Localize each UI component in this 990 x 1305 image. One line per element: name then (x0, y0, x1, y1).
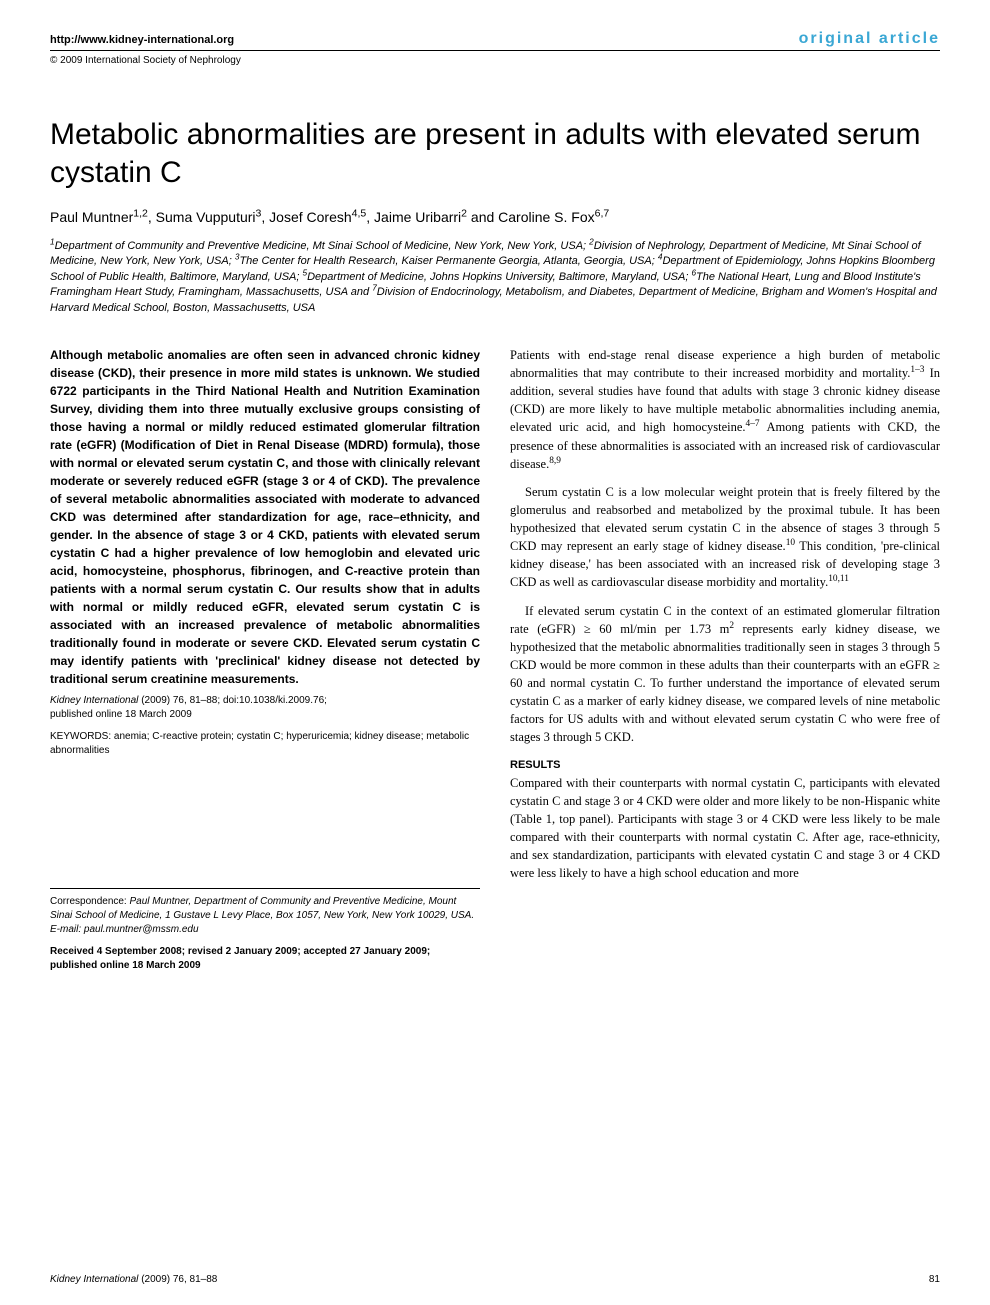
citation-pub-online: published online 18 March 2009 (50, 709, 192, 720)
page-footer: Kidney International (2009) 76, 81–88 81 (50, 1274, 940, 1285)
body-paragraph-3: If elevated serum cystatin C in the cont… (510, 602, 940, 747)
footer-journal: Kidney International (2009) 76, 81–88 (50, 1274, 217, 1285)
abstract-text: Although metabolic anomalies are often s… (50, 346, 480, 688)
citation-pages: 81–88; (190, 695, 221, 706)
copyright-line: © 2009 International Society of Nephrolo… (50, 55, 940, 66)
received-dates: Received 4 September 2008; revised 2 Jan… (50, 945, 480, 973)
journal-url[interactable]: http://www.kidney-international.org (50, 34, 234, 46)
keywords-label: KEYWORDS: (50, 731, 111, 742)
body-paragraph-2: Serum cystatin C is a low molecular weig… (510, 483, 940, 592)
two-column-layout: Although metabolic anomalies are often s… (50, 346, 940, 973)
body-paragraph-1: Patients with end-stage renal disease ex… (510, 346, 940, 473)
citation-doi: doi:10.1038/ki.2009.76; (223, 695, 327, 706)
citation-year-vol: (2009) 76, (141, 695, 187, 706)
citation-line: Kidney International (2009) 76, 81–88; d… (50, 694, 480, 722)
article-title: Metabolic abnormalities are present in a… (50, 116, 940, 191)
authors-line: Paul Muntner1,2, Suma Vupputuri3, Josef … (50, 209, 940, 225)
citation-journal: Kidney International (50, 695, 138, 706)
keywords-line: KEYWORDS: anemia; C-reactive protein; cy… (50, 730, 480, 758)
right-column: Patients with end-stage renal disease ex… (510, 346, 940, 973)
footer-issue: (2009) 76, 81–88 (141, 1274, 217, 1285)
results-heading: RESULTS (510, 759, 940, 771)
correspondence-block: Correspondence: Paul Muntner, Department… (50, 888, 480, 937)
header-row: http://www.kidney-international.org orig… (50, 30, 940, 51)
article-type: original article (799, 30, 940, 48)
correspondence-label: Correspondence: (50, 896, 127, 907)
footer-page-number: 81 (929, 1274, 940, 1285)
affiliations: 1Department of Community and Preventive … (50, 239, 940, 316)
keywords-text: anemia; C-reactive protein; cystatin C; … (50, 731, 469, 756)
left-column: Although metabolic anomalies are often s… (50, 346, 480, 973)
body-paragraph-4: Compared with their counterparts with no… (510, 774, 940, 883)
footer-journal-name: Kidney International (50, 1274, 138, 1285)
